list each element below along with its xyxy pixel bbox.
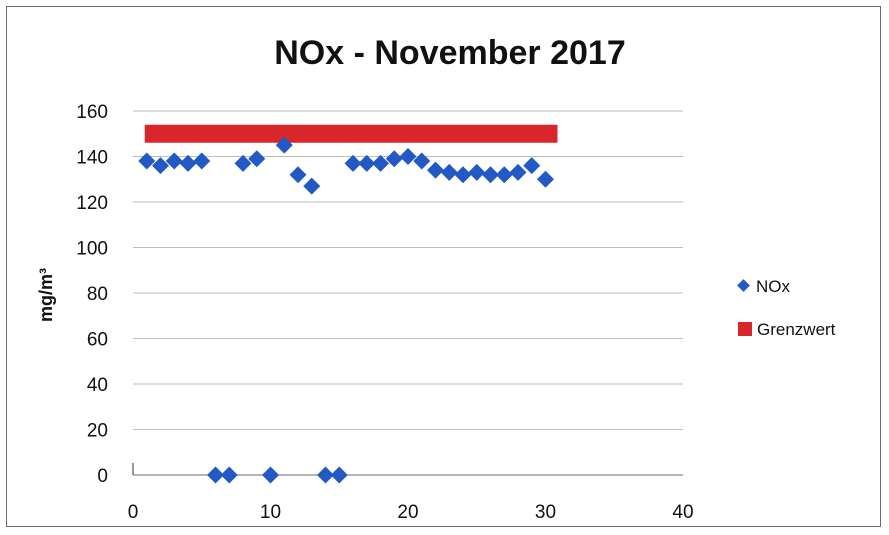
nox-point [372,154,389,172]
legend-nox-label: NOx [756,277,791,296]
nox-point [468,163,486,181]
x-tick-label: 10 [260,502,281,523]
nox-point [509,163,527,181]
nox-point [358,154,376,172]
y-tick-label: 140 [76,148,108,169]
x-tick-label: 30 [535,502,556,523]
y-tick-label: 20 [87,421,108,442]
grenzwert-band [144,124,558,143]
y-tick-label: 60 [87,330,108,351]
x-tick-label: 20 [397,502,418,523]
nox-point [193,152,211,170]
chart-title: NOx - November 2017 [274,34,626,72]
y-tick-label: 100 [76,239,108,260]
gridlines [133,110,683,430]
nox-point [234,154,252,172]
y-tick-label: 120 [76,193,108,214]
x-tick-label: 0 [128,502,139,523]
y-tick-label: 80 [87,284,108,305]
nox-point [482,166,499,184]
nox-point [262,466,279,484]
nox-point [289,166,307,184]
nox-point [275,136,293,154]
legend-grenzwert-label: Grenzwert [757,320,836,339]
nox-point [495,166,513,184]
y-tick-label: 40 [87,375,108,396]
nox-point [152,157,169,175]
legend: NOx Grenzwert [737,277,836,339]
nox-point [207,466,224,484]
grenzwert-series [144,124,558,143]
y-tick-label: 0 [97,466,108,487]
chart-frame [6,6,881,527]
nox-point [427,161,444,179]
y-tick-label: 160 [76,102,108,123]
nox-point [344,154,362,172]
nox-point [138,152,156,170]
nox-point [537,170,554,188]
y-axis-label: mg/m³ [36,268,56,322]
legend-nox-marker [737,279,750,292]
nox-point [303,177,321,195]
nox-point [440,163,458,181]
nox-point [220,466,238,484]
legend-item-nox: NOx [737,277,791,296]
nox-point [413,152,431,170]
x-tick-labels: 0 10 20 30 40 [128,502,694,523]
y-tick-labels: 0 20 40 60 80 100 120 140 160 [76,102,108,487]
nox-series [138,136,554,484]
nox-point [165,152,183,170]
nox-point [248,150,266,168]
nox-point [330,466,348,484]
nox-point [179,154,197,172]
nox-point [399,148,417,165]
nox-point [523,157,541,175]
legend-item-grenzwert: Grenzwert [738,320,836,339]
legend-grenzwert-marker [738,322,752,336]
nox-point [454,166,472,184]
nox-point [385,150,403,168]
nox-point [317,466,334,484]
x-tick-label: 40 [672,502,693,523]
